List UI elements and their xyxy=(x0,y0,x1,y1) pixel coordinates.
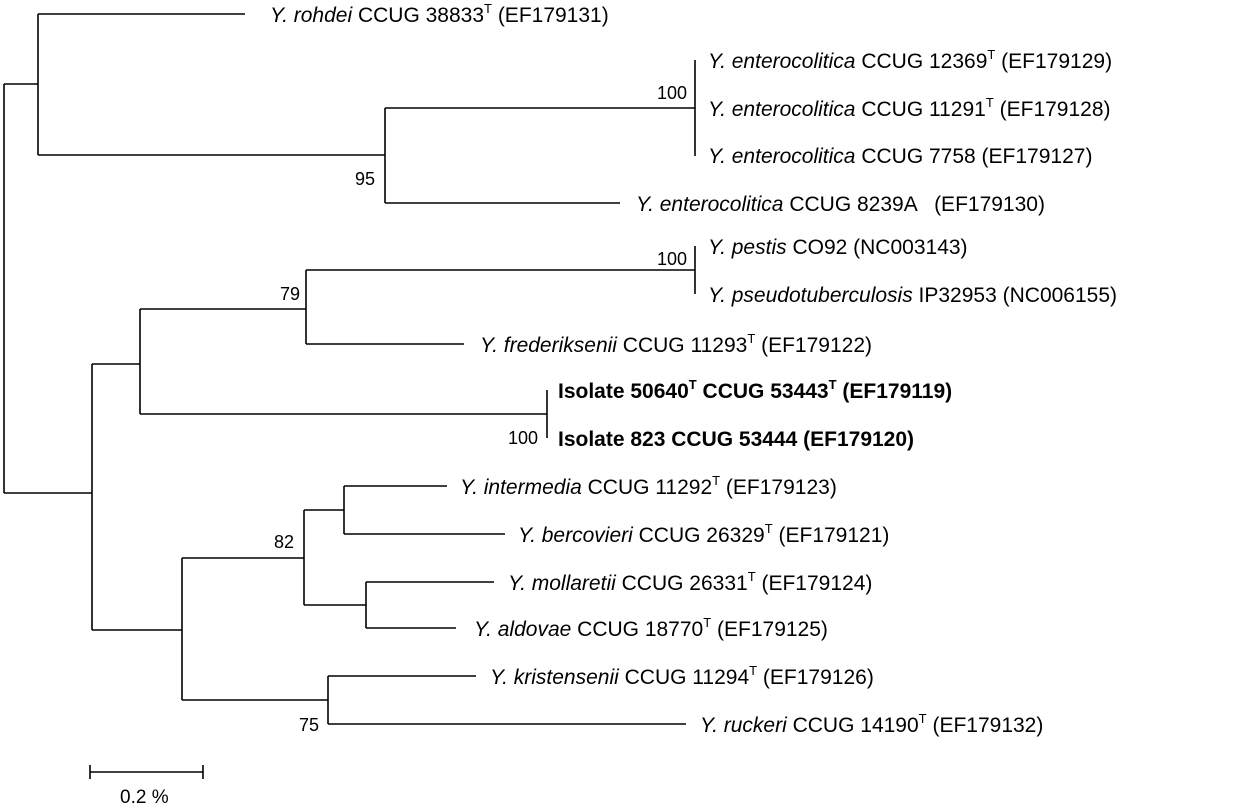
support-value: 79 xyxy=(280,284,300,304)
support-value: 100 xyxy=(508,428,538,448)
leaf-label-bold: Isolate 50640T CCUG 53443T (EF179119) xyxy=(558,377,952,403)
support-value: 100 xyxy=(657,249,687,269)
leaf-label: Y. enterocolitica CCUG 12369T (EF179129) xyxy=(708,47,1112,73)
leaf-label: Y. enterocolitica CCUG 11291T (EF179128) xyxy=(708,95,1111,121)
leaf-labels: Y. rohdei CCUG 38833T (EF179131) Y. ente… xyxy=(270,1,1117,737)
leaf-label: Y. rohdei CCUG 38833T (EF179131) xyxy=(270,1,609,27)
support-value: 75 xyxy=(299,715,319,735)
leaf-label: Y. ruckeri CCUG 14190T (EF179132) xyxy=(700,711,1043,737)
leaf-label: Y. kristensenii CCUG 11294T (EF179126) xyxy=(490,663,874,689)
leaf-label: Y. mollaretii CCUG 26331T (EF179124) xyxy=(508,569,872,595)
support-value: 100 xyxy=(657,83,687,103)
leaf-label: Y. enterocolitica CCUG 8239A (EF179130) xyxy=(636,193,1045,216)
scale-label: 0.2 % xyxy=(120,787,169,807)
leaf-label: Y. pseudotuberculosis IP32953 (NC006155) xyxy=(708,284,1117,307)
leaf-label-bold: Isolate 823 CCUG 53444 (EF179120) xyxy=(558,428,914,451)
leaf-label: Y. intermedia CCUG 11292T (EF179123) xyxy=(460,473,837,499)
support-value: 95 xyxy=(355,169,375,189)
tree-branches xyxy=(3,13,696,779)
support-value: 82 xyxy=(274,532,294,552)
leaf-label: Y. bercovieri CCUG 26329T (EF179121) xyxy=(518,521,889,547)
leaf-label: Y. pestis CO92 (NC003143) xyxy=(708,236,968,259)
leaf-label: Y. frederiksenii CCUG 11293T (EF179122) xyxy=(480,331,872,357)
support-values: 100 95 100 79 100 82 75 xyxy=(274,83,687,735)
leaf-label: Y. enterocolitica CCUG 7758 (EF179127) xyxy=(708,145,1092,168)
leaf-label: Y. aldovae CCUG 18770T (EF179125) xyxy=(474,615,828,641)
